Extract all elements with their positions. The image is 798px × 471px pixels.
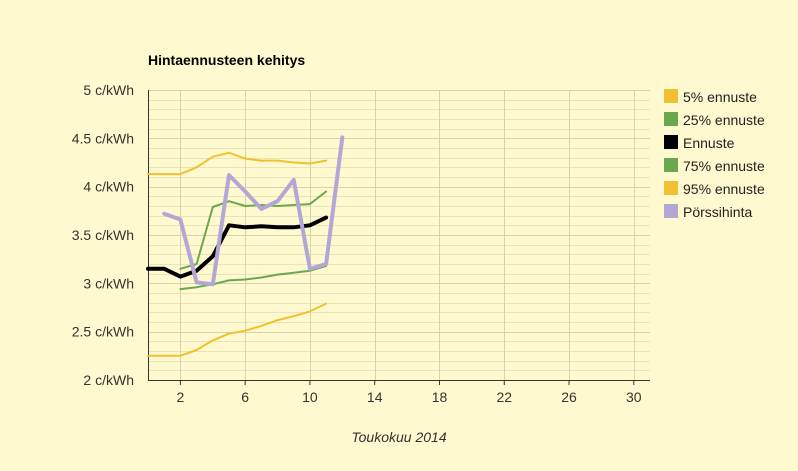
legend-swatch: [664, 112, 678, 126]
legend-swatch: [664, 89, 678, 103]
series-line-p-rssihinta: [162, 135, 345, 287]
y-tick-label: 2 c/kWh: [83, 372, 134, 388]
y-tick-label: 4 c/kWh: [83, 179, 134, 195]
legend-label: Pörssihinta: [683, 204, 752, 220]
legend-swatch: [664, 181, 678, 195]
legend-label: 75% ennuste: [683, 158, 765, 174]
legend-label: Ennuste: [683, 135, 735, 151]
y-tick-label: 2.5 c/kWh: [72, 324, 134, 340]
x-tick-label: 30: [626, 389, 642, 405]
legend-label: 5% ennuste: [683, 89, 757, 105]
series-line-25-ennuste: [179, 264, 328, 291]
legend: 5% ennuste 25% ennuste Ennuste 75% ennuste 9…: [664, 89, 765, 220]
series-line-5-ennuste: [147, 302, 328, 357]
legend-swatch: [664, 204, 678, 218]
x-axis-label: Toukokuu 2014: [351, 429, 446, 445]
series-line-95-ennuste: [147, 151, 328, 176]
y-tick-label: 3 c/kWh: [83, 275, 134, 291]
x-tick-label: 18: [432, 389, 448, 405]
x-tick-label: 10: [302, 389, 318, 405]
legend-label: 25% ennuste: [683, 112, 765, 128]
series-line-75-ennuste: [179, 190, 328, 270]
legend-label: 95% ennuste: [683, 181, 765, 197]
x-tick-label: 22: [496, 389, 512, 405]
series-lines: [146, 135, 345, 357]
y-tick-label: 5 c/kWh: [83, 82, 134, 98]
legend-swatch: [664, 158, 678, 172]
x-tick-label: 14: [367, 389, 383, 405]
x-tick-label: 26: [561, 389, 577, 405]
axes: 2 c/kWh 2.5 c/kWh 3 c/kWh 3.5 c/kWh 4 c/kWh 4…: [72, 82, 650, 405]
y-tick-label: 3.5 c/kWh: [72, 227, 134, 243]
y-tick-label: 4.5 c/kWh: [72, 130, 134, 146]
legend-swatch: [664, 135, 678, 149]
series-line-ennuste: [146, 215, 329, 279]
chart-title: Hintaennusteen kehitys: [148, 52, 305, 68]
x-tick-label: 2: [176, 389, 184, 405]
x-tick-label: 6: [241, 389, 249, 405]
